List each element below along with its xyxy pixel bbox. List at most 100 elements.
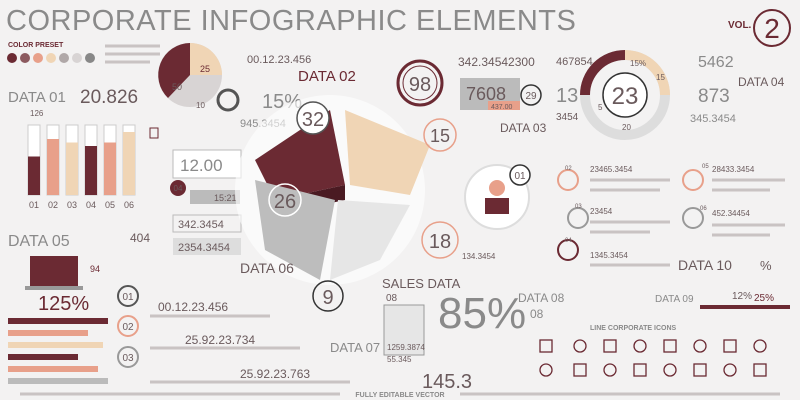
data03-number: 342.34542300 xyxy=(458,55,535,69)
sales-v1: 1259.3874 xyxy=(387,343,425,352)
profile-value: 134.3454 xyxy=(462,252,496,261)
pie-label: 25 xyxy=(200,64,210,74)
bar-deco xyxy=(8,366,98,372)
donut-label: 15 xyxy=(656,73,665,82)
pie3d-badge xyxy=(421,221,459,259)
data01-sub: 126 xyxy=(30,109,44,118)
box1: 342.3454 xyxy=(178,219,224,231)
bar-deco xyxy=(8,342,103,348)
sales-label: DATA 08 xyxy=(518,291,565,305)
d04-label: DATA 04 xyxy=(738,75,785,89)
pie3d-slice xyxy=(255,180,335,280)
box xyxy=(172,214,242,233)
profile-badge-circle xyxy=(509,164,531,186)
bar-label: 03 xyxy=(67,200,77,210)
pie3d-badge xyxy=(268,183,302,217)
timeline-num: 03 xyxy=(122,353,134,364)
people-num: 04 xyxy=(565,238,572,244)
data05-label: DATA 05 xyxy=(8,233,70,250)
data03-badge: 29 xyxy=(525,91,537,102)
color-preset: COLOR PRESET xyxy=(8,42,64,49)
profile-head xyxy=(489,180,505,196)
clock-badge: 04 xyxy=(174,184,183,193)
pie3d-label: 15 xyxy=(430,126,450,146)
people-value: 1345.3454 xyxy=(590,251,628,260)
donut-label: 15% xyxy=(630,59,646,68)
bar xyxy=(85,146,97,195)
sales-device xyxy=(383,304,425,356)
pie3d-slice xyxy=(330,200,410,280)
timeline-value: 25.92.23.734 xyxy=(185,333,255,347)
timeline-num: 01 xyxy=(122,292,134,303)
sales-v3: 145.3 xyxy=(422,371,472,393)
timeline-value: 25.92.23.763 xyxy=(240,367,310,381)
donut-center xyxy=(602,72,648,118)
footer-note: FULLY EDITABLE VECTOR xyxy=(355,392,444,399)
vol-label: VOL. xyxy=(728,20,752,31)
pie3d-label: 9 xyxy=(322,287,333,309)
pie3d-label: 32 xyxy=(302,109,324,131)
donut-seg xyxy=(624,50,670,96)
data05-badge: 94 xyxy=(90,264,100,274)
d04-5462: 5462 xyxy=(698,54,734,71)
clock-bar xyxy=(190,190,240,204)
d10-label: DATA 10 xyxy=(678,257,732,273)
people-value: 28433.3454 xyxy=(712,165,755,174)
bar xyxy=(66,142,78,195)
data03-tag xyxy=(488,101,520,110)
donut-label: 5 xyxy=(598,103,603,112)
data05-percent: 125% xyxy=(38,293,89,315)
bar-deco xyxy=(8,378,108,384)
data03-badge-circle xyxy=(520,84,542,106)
badge-98-inner xyxy=(402,65,438,101)
data01-label: DATA 01 xyxy=(8,89,66,106)
swatches xyxy=(7,44,160,64)
bar-label: 02 xyxy=(48,200,58,210)
pie-label: 50 xyxy=(172,82,182,92)
d04-3454: 3454 xyxy=(556,112,579,123)
people-deco xyxy=(557,169,785,267)
timeline-circle xyxy=(117,315,139,337)
sales-title: SALES DATA xyxy=(382,276,461,291)
box xyxy=(173,238,241,255)
pie3d-slice xyxy=(255,110,345,200)
people-num: 03 xyxy=(575,204,582,210)
badge-98-text: 98 xyxy=(409,74,431,96)
pie3d-badge xyxy=(296,101,330,135)
profile-body xyxy=(485,198,509,214)
data03-label: DATA 03 xyxy=(500,121,547,135)
pie-slice xyxy=(190,43,222,75)
bar-deco xyxy=(8,318,108,324)
clock-value: 12.00 xyxy=(180,156,223,175)
magnifier xyxy=(216,88,240,112)
bar-label: 04 xyxy=(86,200,96,210)
bar-label: 01 xyxy=(29,200,39,210)
bar-deco xyxy=(8,330,88,336)
sales-percent: 85% xyxy=(438,289,526,338)
sales-num: 08 xyxy=(386,293,398,304)
donut-label: 20 xyxy=(622,123,631,132)
data02-label: DATA 02 xyxy=(298,68,356,85)
clock-box xyxy=(172,149,242,179)
clock-time: 15:21 xyxy=(214,193,237,203)
data06-label: DATA 06 xyxy=(240,260,294,276)
people-num: 05 xyxy=(702,164,709,170)
icons-title: LINE CORPORATE ICONS xyxy=(590,325,677,332)
data03-sub: 437.00 xyxy=(491,104,513,111)
pie3d-badge xyxy=(423,118,457,152)
d09-bar xyxy=(700,305,790,309)
d09-12: 12% xyxy=(732,291,752,302)
d04-top: 467854 xyxy=(556,56,593,68)
d04-13: 13 xyxy=(556,85,578,107)
pie-label: 10 xyxy=(196,101,205,110)
arrow-icon xyxy=(149,127,159,139)
data01-value: 20.826 xyxy=(80,87,138,108)
d09-25: 25% xyxy=(754,293,774,304)
d10-percent: % xyxy=(760,258,772,273)
box2: 2354.3454 xyxy=(178,242,230,254)
data05-code: 404 xyxy=(130,231,150,245)
timeline-circle xyxy=(117,346,139,368)
people-value: 23454 xyxy=(590,207,613,216)
bar xyxy=(104,142,116,195)
